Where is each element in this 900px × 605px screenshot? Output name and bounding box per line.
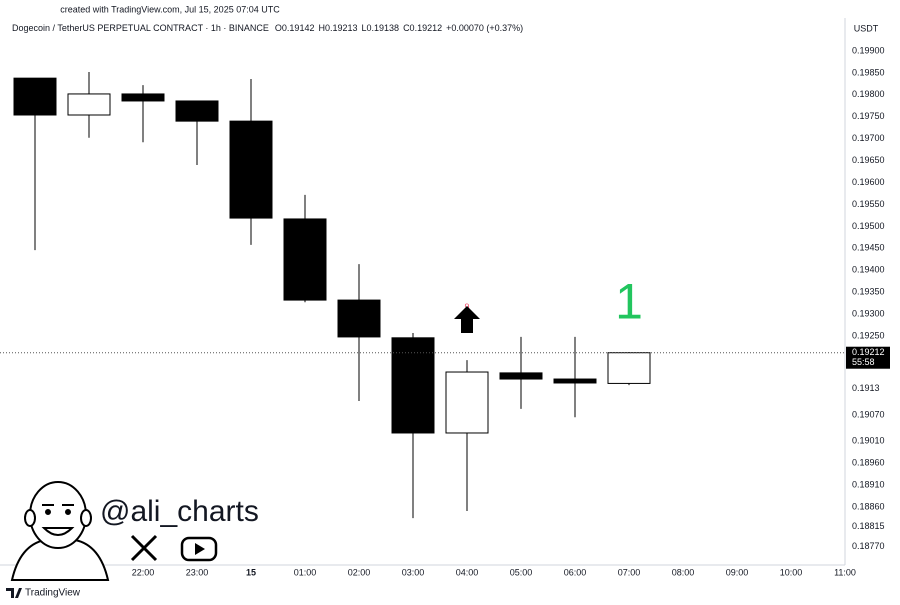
footer-brand: TradingView (25, 588, 81, 599)
candle-body (67, 93, 111, 116)
candle-body (229, 120, 273, 219)
annotation: 1 (615, 274, 643, 330)
plot: 20:0021:0022:0023:001501:0002:0003:0004:… (24, 567, 856, 577)
candle-body (337, 299, 381, 338)
y-tick-label: 0.19650 (852, 155, 885, 165)
currency: USDT (854, 23, 879, 33)
y-tick-label: 0.19250 (852, 330, 885, 340)
x-tick-label: 03:00 (402, 567, 425, 577)
x-tick-label: 10:00 (780, 567, 803, 577)
symbol: Dogecoin / TetherUS PERPETUAL CONTRACT ·… (12, 23, 269, 33)
y-tick-label: 0.19070 (852, 409, 885, 419)
y-tick-label: 0.18960 (852, 458, 885, 468)
candle-body (283, 218, 327, 301)
candle-body (391, 337, 435, 434)
buy-arrow (454, 306, 480, 333)
y-tick-label: 0.19550 (852, 199, 885, 209)
y-tick-label: 0.19010 (852, 436, 885, 446)
candle-body (445, 371, 489, 434)
y-tick-label: 0.19700 (852, 133, 885, 143)
x-tick-label: 06:00 (564, 567, 587, 577)
x-tick-label: 09:00 (726, 567, 749, 577)
x-tick-label: 23:00 (186, 567, 209, 577)
countdown: 55:58 (852, 357, 875, 367)
avatar (10, 481, 110, 581)
youtube-play (195, 543, 205, 555)
y-tick-label: 0.19400 (852, 265, 885, 275)
last-price-label: 0.19212 (852, 347, 885, 357)
watermark-handle: @ali_charts (100, 495, 259, 528)
candle-body (499, 372, 543, 380)
y-tick-label: 0.18860 (852, 501, 885, 511)
y-tick-label: 0.19600 (852, 177, 885, 187)
y-tick-label: 0.18815 (852, 521, 885, 531)
candle-body (13, 77, 57, 116)
x-tick-label: 15 (246, 567, 256, 577)
x-tick-label: 04:00 (456, 567, 479, 577)
candle-body (607, 352, 651, 384)
tv-logo (6, 588, 22, 598)
y-tick-label: 0.19350 (852, 287, 885, 297)
candle-body (121, 93, 165, 102)
candle-body (175, 100, 219, 122)
y-tick-label: 0.19750 (852, 111, 885, 121)
x-tick-label: 08:00 (672, 567, 695, 577)
x-tick-label: 07:00 (618, 567, 641, 577)
y-tick-label: 0.19500 (852, 221, 885, 231)
y-tick-label: 0.18910 (852, 480, 885, 490)
y-tick-label: 0.19800 (852, 89, 885, 99)
y-tick-label: 0.18770 (852, 541, 885, 551)
x-tick-label: 02:00 (348, 567, 371, 577)
y-tick-label: 0.19900 (852, 45, 885, 55)
y-tick-label: 0.1913 (852, 383, 880, 393)
x-tick-label: 01:00 (294, 567, 317, 577)
youtube-icon (180, 536, 218, 562)
y-tick-label: 0.19300 (852, 308, 885, 318)
candles (13, 72, 651, 519)
created-note: created with TradingView.com, Jul 15, 20… (60, 4, 280, 14)
last-price-box (846, 346, 890, 369)
x-tick-label: 11:00 (834, 567, 856, 577)
ohlc-value: L0.19138 (362, 23, 400, 33)
ohlc-value: O0.19142 (275, 23, 315, 33)
y-tick-label: 0.19450 (852, 243, 885, 253)
ohlc-value: +0.00070 (+0.37%) (446, 23, 523, 33)
x-tick-label: 22:00 (132, 567, 155, 577)
x-tick-label: 05:00 (510, 567, 533, 577)
ohlc-value: H0.19213 (318, 23, 357, 33)
ohlc-value: C0.19212 (403, 23, 442, 33)
candle-body (553, 378, 597, 384)
legend: Dogecoin / TetherUS PERPETUAL CONTRACT ·… (12, 23, 523, 33)
y-tick-label: 0.19850 (852, 67, 885, 77)
x-icon (130, 534, 158, 562)
